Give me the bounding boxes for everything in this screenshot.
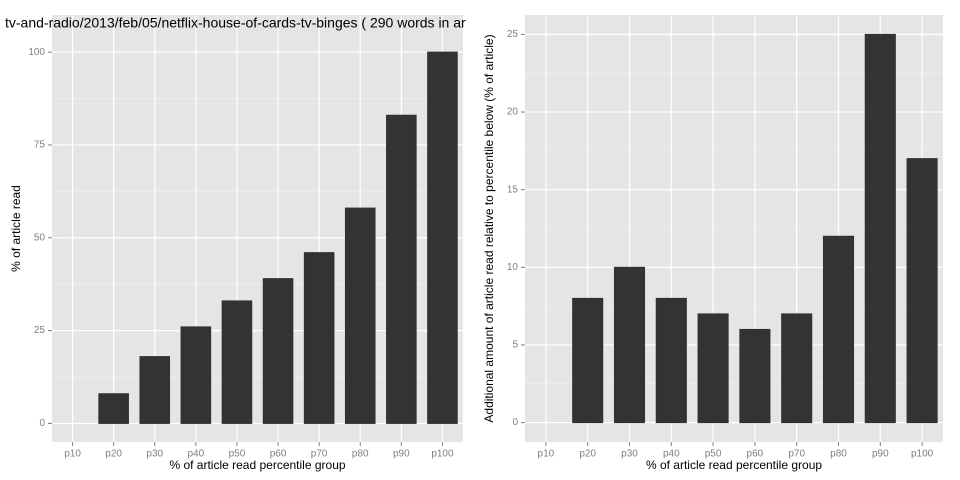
bar xyxy=(98,393,129,424)
x-tick-label: p10 xyxy=(64,449,81,460)
y-tick-label: 50 xyxy=(34,232,46,243)
y-axis-label: % of article read xyxy=(9,185,23,272)
x-tick-label: p90 xyxy=(872,449,889,460)
bar xyxy=(822,235,855,424)
bar xyxy=(864,33,896,424)
x-tick-label: p20 xyxy=(105,449,122,460)
bar xyxy=(906,158,938,424)
y-tick-label: 25 xyxy=(507,29,519,40)
x-tick-label: p40 xyxy=(663,449,680,460)
bar xyxy=(572,297,604,424)
x-tick-label: p70 xyxy=(311,449,328,460)
bar xyxy=(427,51,458,424)
x-tick-label: p50 xyxy=(229,449,246,460)
y-axis-label: Additional amount of article read relati… xyxy=(482,34,496,422)
x-axis-label: % of article read percentile group xyxy=(646,458,822,472)
x-tick-label: p80 xyxy=(830,449,847,460)
x-tick-label: p40 xyxy=(188,449,205,460)
y-tick-label: 75 xyxy=(34,140,46,151)
y-tick-label: 5 xyxy=(512,340,518,351)
x-tick-label: p80 xyxy=(352,449,369,460)
x-tick-label: p60 xyxy=(270,449,287,460)
bar xyxy=(613,266,646,424)
bar xyxy=(697,313,729,424)
bar xyxy=(262,278,294,424)
chart-panel: 0 25 50 75 100 p10 p20 p30 p40 p50 p60 p70 p80 p90 p10… xyxy=(5,15,466,472)
bar xyxy=(221,300,253,424)
x-tick-label: p70 xyxy=(788,449,805,460)
y-tick-label: 0 xyxy=(39,418,45,429)
bar xyxy=(344,207,376,424)
x-tick-label: p30 xyxy=(621,449,638,460)
y-tick-label: 10 xyxy=(507,262,519,273)
x-tick-label: p100 xyxy=(431,449,454,460)
bar xyxy=(139,356,171,424)
chart-title: tv-and-radio/2013/feb/05/netflix-house-o… xyxy=(5,15,466,31)
chart-panel: 0 5 10 15 20 25 p10 p20 p30 p40 p50 p60 p70 p80 p90 p10… xyxy=(482,15,943,472)
y-tick-label: 0 xyxy=(512,417,518,428)
x-axis-label: % of article read percentile group xyxy=(169,458,345,472)
bar xyxy=(386,114,417,424)
x-tick-label: p90 xyxy=(393,449,410,460)
x-tick-label: p50 xyxy=(705,449,722,460)
bar xyxy=(739,328,771,424)
y-tick-label: 25 xyxy=(34,325,46,336)
x-tick-label: p100 xyxy=(911,449,934,460)
bar xyxy=(180,326,212,424)
bar xyxy=(655,297,687,424)
x-tick-label: p10 xyxy=(538,449,555,460)
x-tick-label: p60 xyxy=(747,449,764,460)
y-tick-label: 15 xyxy=(507,184,519,195)
x-tick-label: p20 xyxy=(579,449,596,460)
y-tick-label: 100 xyxy=(28,47,45,58)
y-tick-label: 20 xyxy=(507,107,519,118)
bar xyxy=(781,313,813,424)
x-tick-label: p30 xyxy=(146,449,163,460)
bar xyxy=(303,252,335,424)
